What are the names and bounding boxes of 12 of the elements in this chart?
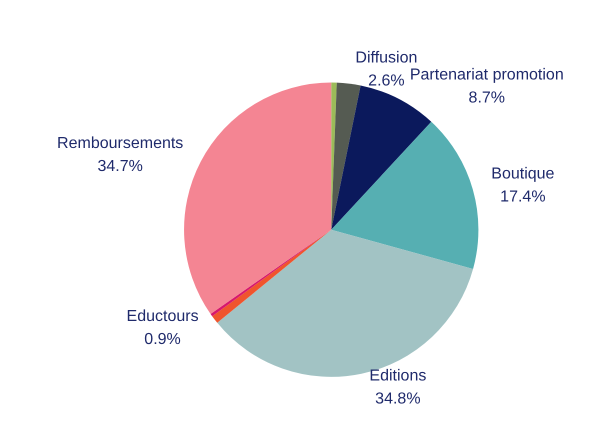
data-label: 8.7% (468, 89, 506, 106)
data-label: 0.9% (144, 331, 181, 348)
slice-label: Boutique (491, 166, 555, 183)
slice-label: Diffusion (355, 50, 418, 67)
slice-label: Partenariat promotion (410, 66, 564, 84)
data-label: 2.6% (368, 72, 405, 90)
slice-label: Remboursements (57, 135, 184, 152)
slice-label: Editions (369, 367, 426, 384)
slice-label: Eductours (126, 308, 199, 326)
data-label: 34.8% (375, 390, 421, 408)
data-label: 34.7% (97, 158, 143, 176)
data-label: 17.4% (500, 188, 546, 206)
